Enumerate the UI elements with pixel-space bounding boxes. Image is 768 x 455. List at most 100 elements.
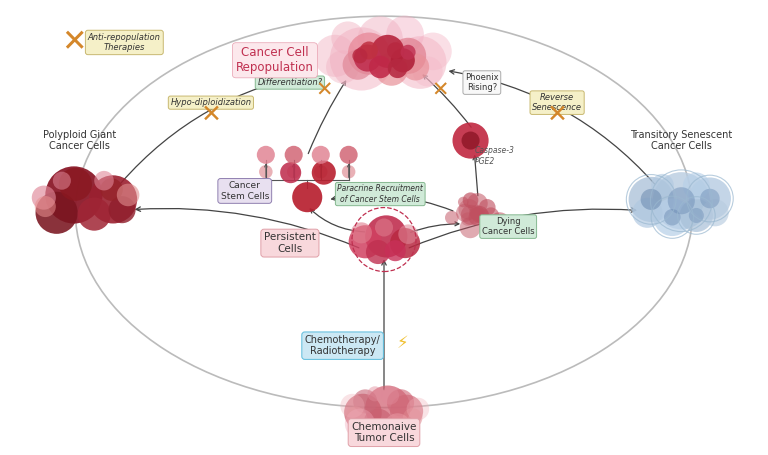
Text: Paracrine Recruitment
of Cancer Stem Cells: Paracrine Recruitment of Cancer Stem Cel… bbox=[337, 184, 423, 204]
Ellipse shape bbox=[628, 177, 674, 222]
Ellipse shape bbox=[632, 198, 663, 228]
Ellipse shape bbox=[641, 189, 662, 210]
Text: ⚡: ⚡ bbox=[397, 334, 409, 353]
Ellipse shape bbox=[402, 53, 429, 81]
Ellipse shape bbox=[349, 225, 382, 258]
Ellipse shape bbox=[470, 207, 483, 220]
Ellipse shape bbox=[351, 222, 372, 243]
Ellipse shape bbox=[365, 385, 410, 431]
Ellipse shape bbox=[353, 48, 367, 63]
Text: ✕: ✕ bbox=[200, 103, 221, 127]
Ellipse shape bbox=[390, 38, 426, 74]
Ellipse shape bbox=[387, 42, 403, 59]
Text: Anti-repopulation
Therapies: Anti-repopulation Therapies bbox=[88, 33, 161, 52]
Ellipse shape bbox=[331, 21, 365, 55]
Ellipse shape bbox=[94, 171, 114, 191]
Text: Hypo-diploidization: Hypo-diploidization bbox=[170, 98, 251, 107]
Ellipse shape bbox=[482, 207, 499, 224]
Ellipse shape bbox=[108, 196, 136, 223]
Ellipse shape bbox=[463, 192, 478, 208]
Ellipse shape bbox=[348, 32, 390, 75]
Ellipse shape bbox=[353, 389, 377, 414]
Ellipse shape bbox=[394, 36, 446, 89]
Ellipse shape bbox=[344, 394, 382, 431]
Text: Dying
Cancer Cells: Dying Cancer Cells bbox=[482, 217, 535, 236]
Ellipse shape bbox=[456, 204, 474, 222]
Ellipse shape bbox=[381, 387, 399, 404]
Ellipse shape bbox=[340, 394, 365, 418]
Ellipse shape bbox=[375, 218, 393, 237]
Ellipse shape bbox=[683, 172, 710, 200]
Ellipse shape bbox=[689, 208, 703, 223]
Ellipse shape bbox=[653, 172, 710, 229]
Ellipse shape bbox=[287, 165, 300, 178]
Ellipse shape bbox=[384, 413, 411, 440]
Ellipse shape bbox=[366, 240, 390, 264]
Ellipse shape bbox=[469, 205, 484, 220]
Ellipse shape bbox=[371, 35, 404, 68]
Text: Polyploid Giant
Cancer Cells: Polyploid Giant Cancer Cells bbox=[42, 130, 116, 152]
Ellipse shape bbox=[101, 178, 123, 201]
Ellipse shape bbox=[292, 182, 323, 212]
Ellipse shape bbox=[367, 386, 382, 401]
Ellipse shape bbox=[402, 408, 422, 428]
Ellipse shape bbox=[329, 27, 393, 91]
Ellipse shape bbox=[35, 196, 56, 217]
Text: Caspase-3
PGE2: Caspase-3 PGE2 bbox=[475, 147, 515, 166]
Ellipse shape bbox=[412, 56, 442, 86]
Ellipse shape bbox=[386, 15, 424, 53]
Ellipse shape bbox=[387, 389, 414, 416]
Text: Reverse
Senescence: Reverse Senescence bbox=[532, 93, 582, 112]
Ellipse shape bbox=[458, 199, 479, 220]
Text: Phoenix
Rising?: Phoenix Rising? bbox=[465, 73, 498, 92]
Ellipse shape bbox=[280, 162, 301, 183]
Text: Cancer
Stem Cells: Cancer Stem Cells bbox=[220, 181, 269, 201]
Ellipse shape bbox=[462, 131, 479, 150]
Ellipse shape bbox=[467, 193, 488, 214]
Ellipse shape bbox=[461, 205, 481, 225]
Ellipse shape bbox=[345, 409, 375, 439]
Ellipse shape bbox=[346, 406, 365, 426]
Ellipse shape bbox=[259, 165, 273, 178]
Ellipse shape bbox=[312, 161, 336, 185]
Ellipse shape bbox=[651, 174, 674, 197]
Ellipse shape bbox=[53, 172, 71, 190]
Ellipse shape bbox=[388, 59, 407, 78]
Ellipse shape bbox=[257, 146, 275, 164]
Ellipse shape bbox=[339, 146, 358, 164]
Text: Chemonaive
Tumor Cells: Chemonaive Tumor Cells bbox=[351, 422, 417, 444]
Ellipse shape bbox=[314, 35, 356, 77]
Text: Persistent
Cells: Persistent Cells bbox=[264, 233, 316, 254]
Ellipse shape bbox=[369, 56, 392, 78]
Ellipse shape bbox=[89, 175, 137, 223]
Ellipse shape bbox=[458, 197, 468, 207]
Text: Cancer Cell
Repopulation: Cancer Cell Repopulation bbox=[236, 46, 314, 74]
Ellipse shape bbox=[406, 398, 429, 420]
Ellipse shape bbox=[390, 228, 420, 258]
Ellipse shape bbox=[391, 48, 415, 72]
Ellipse shape bbox=[461, 212, 475, 226]
Ellipse shape bbox=[343, 50, 372, 80]
Ellipse shape bbox=[117, 184, 140, 206]
Text: ✕: ✕ bbox=[432, 80, 449, 100]
Ellipse shape bbox=[78, 197, 111, 231]
Text: ✕: ✕ bbox=[315, 80, 333, 100]
Ellipse shape bbox=[654, 198, 691, 236]
Ellipse shape bbox=[366, 215, 407, 258]
Ellipse shape bbox=[475, 212, 484, 221]
Text: Differentiation?: Differentiation? bbox=[257, 78, 323, 87]
Ellipse shape bbox=[385, 240, 406, 261]
Ellipse shape bbox=[358, 16, 402, 61]
Ellipse shape bbox=[285, 146, 303, 164]
Ellipse shape bbox=[326, 51, 359, 84]
Ellipse shape bbox=[31, 186, 56, 210]
Ellipse shape bbox=[390, 394, 423, 428]
Ellipse shape bbox=[702, 199, 729, 226]
Ellipse shape bbox=[363, 409, 393, 439]
Ellipse shape bbox=[452, 122, 488, 159]
Ellipse shape bbox=[475, 208, 489, 223]
Ellipse shape bbox=[399, 224, 418, 244]
Ellipse shape bbox=[414, 33, 452, 70]
Ellipse shape bbox=[342, 165, 356, 178]
Text: ✕: ✕ bbox=[547, 103, 568, 127]
